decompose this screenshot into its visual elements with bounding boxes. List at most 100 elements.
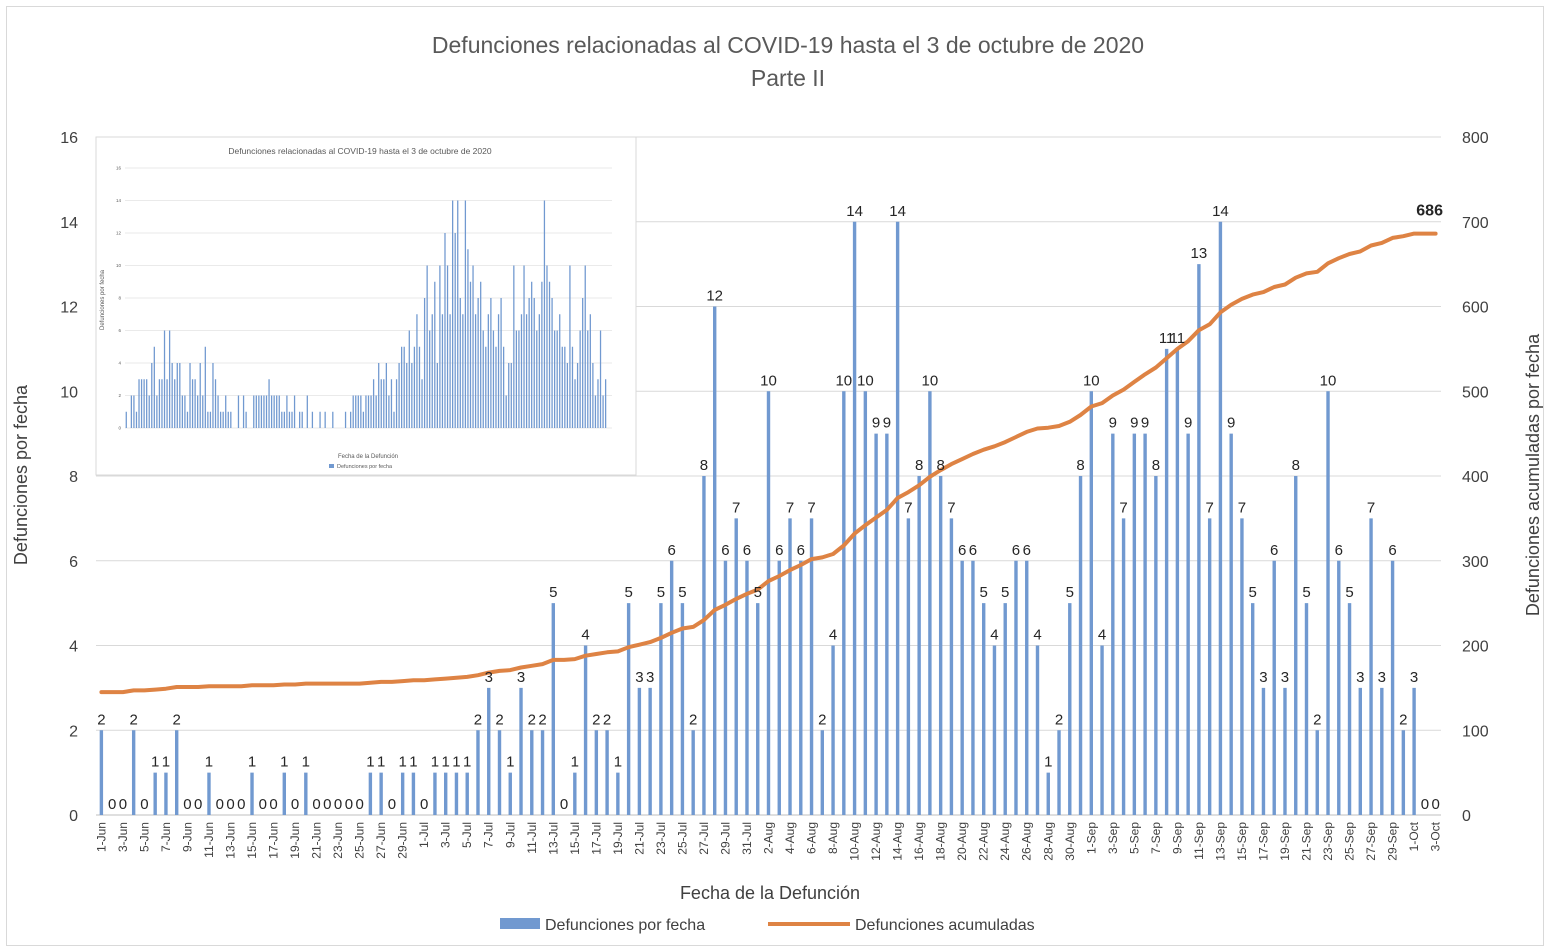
bar: [1251, 603, 1255, 815]
bar: [691, 730, 695, 815]
bar: [1304, 603, 1309, 815]
inset-bar: [599, 330, 602, 428]
bar: [207, 772, 211, 815]
inset-bar: [589, 314, 591, 428]
data-label: 0: [237, 796, 245, 813]
chart-title: Defunciones relacionadas al COVID-19 has…: [432, 32, 1144, 58]
data-label: 0: [420, 796, 428, 813]
inset-bar: [457, 200, 459, 428]
data-label: 0: [119, 796, 127, 813]
inset-y-tick-label: 14: [116, 198, 122, 203]
data-label: 7: [947, 499, 955, 516]
bar: [1294, 476, 1298, 815]
data-label: 5: [754, 584, 762, 601]
x-tick-label: 13-Sep: [1213, 822, 1227, 861]
inset-bar: [548, 281, 551, 428]
bar: [400, 772, 405, 815]
bar: [1057, 730, 1061, 815]
data-label: 6: [1388, 542, 1396, 559]
legend-swatch-bars: [500, 918, 540, 929]
x-tick-label: 7-Jun: [159, 822, 173, 852]
bar: [605, 730, 609, 815]
inset-bar: [324, 411, 326, 428]
inset-bar: [270, 395, 273, 428]
x-tick-label: 4-Aug: [783, 822, 797, 854]
inset-bar: [125, 411, 127, 428]
bar: [444, 772, 448, 815]
legend-label-line: Defunciones acumuladas: [855, 917, 1035, 934]
bar: [1401, 730, 1406, 815]
inset-bar: [357, 395, 359, 428]
x-tick-label: 1-Oct: [1407, 821, 1421, 851]
inset-bar: [204, 346, 206, 428]
inset-bar: [237, 395, 240, 428]
inset-bar: [597, 379, 599, 428]
x-tick-label: 31-Jul: [740, 822, 754, 855]
bar: [131, 730, 136, 815]
data-label: 14: [846, 203, 863, 220]
inset-bar: [171, 363, 173, 428]
inset-bar: [350, 411, 352, 428]
bar: [809, 518, 814, 815]
bar: [530, 730, 534, 815]
inset-bar: [189, 363, 191, 428]
inset-legend-label: Defunciones por fecha: [337, 464, 393, 470]
inset-bar: [362, 411, 365, 428]
x-tick-label: 19-Jun: [288, 822, 302, 859]
inset-bar: [559, 314, 561, 428]
data-label: 9: [1227, 415, 1235, 432]
data-label: 8: [1292, 457, 1300, 474]
bar: [885, 433, 889, 815]
bar: [250, 772, 254, 815]
y2-tick-label: 0: [1462, 808, 1471, 825]
inset-bar: [569, 265, 571, 428]
x-tick-label: 23-Jul: [654, 822, 668, 855]
y-tick-label: 4: [69, 639, 78, 656]
inset-bar: [480, 281, 482, 428]
bar: [842, 391, 846, 815]
data-label: 2: [1055, 711, 1063, 728]
bar: [1186, 433, 1190, 815]
inset-bar: [426, 265, 428, 428]
inset-bar: [574, 379, 576, 428]
data-label: 8: [1152, 457, 1160, 474]
inset-bar: [214, 379, 217, 428]
inset-bar: [143, 379, 145, 428]
data-label: 1: [280, 754, 288, 771]
data-label: 2: [97, 711, 105, 728]
inset-bar: [301, 411, 303, 428]
cumulative-last-label: 686: [1416, 203, 1443, 220]
x-tick-label: 3-Jul: [439, 822, 453, 848]
data-label: 1: [248, 754, 256, 771]
bar: [1347, 603, 1352, 815]
x-tick-label: 19-Sep: [1278, 822, 1292, 861]
inset-bar: [212, 363, 214, 428]
inset-y-tick-label: 2: [118, 393, 121, 398]
data-label: 5: [678, 584, 686, 601]
data-label: 1: [162, 754, 170, 771]
data-label: 5: [1302, 584, 1310, 601]
x-tick-label: 21-Jun: [310, 822, 324, 859]
x-tick-label: 25-Sep: [1343, 822, 1357, 861]
inset-bar: [582, 298, 584, 428]
inset-bar: [533, 298, 535, 428]
inset-bar: [352, 395, 354, 428]
y2-tick-label: 500: [1462, 384, 1489, 401]
inset-bar: [418, 346, 421, 428]
data-label: 2: [592, 711, 600, 728]
inset-bar: [344, 411, 347, 428]
inset-bar: [594, 395, 597, 428]
inset-bar: [138, 379, 140, 428]
x-tick-label: 26-Aug: [1020, 822, 1034, 861]
inset-bar: [490, 298, 492, 428]
inset-bar: [161, 379, 163, 428]
bar: [465, 772, 469, 815]
inset-bar: [429, 330, 431, 428]
inset-bar: [181, 395, 184, 428]
x-tick-label: 19-Jul: [611, 822, 625, 855]
data-label: 1: [431, 754, 439, 771]
data-label: 8: [915, 457, 923, 474]
inset-bar: [469, 281, 472, 428]
